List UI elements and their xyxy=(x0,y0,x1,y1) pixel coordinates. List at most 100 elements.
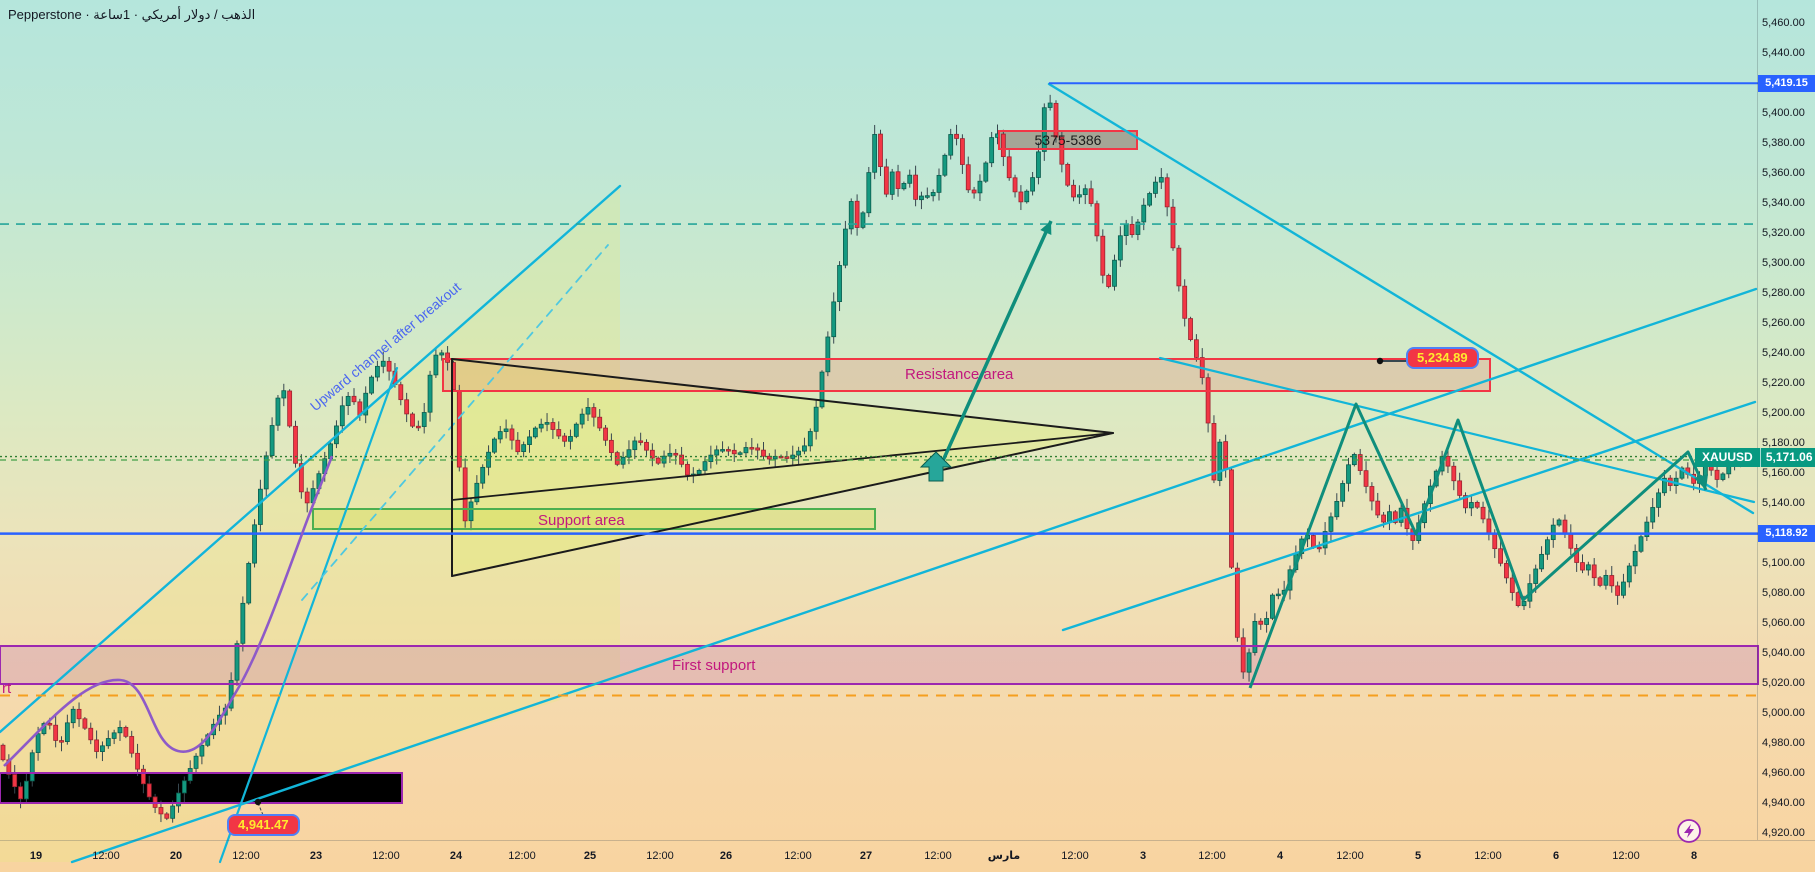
candle-body xyxy=(1275,593,1281,597)
time-tick-label[interactable]: 12:00 xyxy=(1198,850,1226,862)
candle-body xyxy=(1609,575,1615,587)
time-tick-label[interactable]: 12:00 xyxy=(508,850,536,862)
anchor-dot-5234[interactable] xyxy=(1376,357,1384,365)
candle-body xyxy=(714,449,720,456)
symbol-name: XAUUSD xyxy=(1695,448,1761,467)
candle-body xyxy=(860,212,866,228)
time-tick-label[interactable]: 19 xyxy=(30,850,42,862)
triangle-bottom[interactable] xyxy=(451,432,1114,577)
candle-body xyxy=(1515,592,1521,607)
candle-body xyxy=(1316,546,1322,550)
time-tick-label[interactable]: 12:00 xyxy=(1612,850,1640,862)
first-support-label[interactable]: First support xyxy=(672,657,756,674)
candle-body xyxy=(831,301,837,338)
price-tick-label: 5,280.00 xyxy=(1762,287,1805,299)
resistance-area-label[interactable]: Resistance area xyxy=(905,366,1014,383)
lower-support-box-border[interactable] xyxy=(0,772,403,804)
time-tick-label[interactable]: 3 xyxy=(1140,850,1146,862)
price-tick-label: 5,260.00 xyxy=(1762,317,1805,329)
projection-arrow-head xyxy=(1040,221,1052,235)
candle-body xyxy=(1059,136,1065,165)
candle-body xyxy=(1082,188,1088,196)
candle-body xyxy=(12,774,18,788)
channel-mid-dashed[interactable] xyxy=(301,244,609,601)
triangle-top[interactable] xyxy=(451,358,1114,434)
lightning-bolt-icon[interactable] xyxy=(1684,824,1694,838)
candle-body xyxy=(199,744,205,757)
descending-from-top[interactable] xyxy=(1047,82,1755,515)
first-support-band-fill[interactable] xyxy=(0,646,1758,684)
time-tick-label[interactable]: 26 xyxy=(720,850,732,862)
price-tick-label: 4,920.00 xyxy=(1762,827,1805,839)
candle-body xyxy=(755,447,761,451)
candle-body xyxy=(94,739,99,752)
candle-body xyxy=(100,745,105,752)
zigzag-projection-path[interactable] xyxy=(1248,402,1708,689)
zigzag-arrow-head xyxy=(1694,474,1708,490)
candle-body xyxy=(427,374,433,413)
time-tick-label[interactable]: 24 xyxy=(450,850,463,862)
candle-body xyxy=(439,352,445,356)
long-ascending-support[interactable] xyxy=(70,287,1758,864)
candle-body xyxy=(655,457,661,464)
first-support-band-border[interactable] xyxy=(0,645,1759,685)
candle-body xyxy=(936,174,942,193)
time-tick-label[interactable]: 12:00 xyxy=(924,850,952,862)
price-axis-badge-5419: 5,419.15 xyxy=(1758,75,1815,92)
time-tick-label[interactable]: 8 xyxy=(1691,850,1697,862)
time-tick-label[interactable]: 6 xyxy=(1553,850,1559,862)
support-area-label[interactable]: Support area xyxy=(538,512,625,529)
price-tick-label: 5,360.00 xyxy=(1762,167,1805,179)
candle-body xyxy=(796,450,801,456)
time-tick-label[interactable]: 12:00 xyxy=(92,850,120,862)
purple-curve-drawing[interactable] xyxy=(3,455,334,767)
anchor-dot-4941[interactable] xyxy=(254,798,262,806)
descending-lower-high[interactable] xyxy=(1158,356,1756,504)
price-callout-5234[interactable]: 5,234.89 xyxy=(1406,347,1479,369)
projection-arrow-shaft[interactable] xyxy=(939,220,1053,466)
channel-fill[interactable] xyxy=(0,188,620,862)
price-tick-label: 5,300.00 xyxy=(1762,257,1805,269)
up-arrow-marker-icon[interactable] xyxy=(919,451,953,482)
candle-body xyxy=(1077,194,1082,198)
time-tick-label[interactable]: 25 xyxy=(584,850,596,862)
time-tick-label[interactable]: 12:00 xyxy=(372,850,400,862)
candle-body xyxy=(702,461,708,471)
time-tick-label[interactable]: 20 xyxy=(170,850,182,862)
candle-body xyxy=(603,427,608,441)
candle-body xyxy=(59,740,64,743)
range-box-label[interactable]: 5375-5386 xyxy=(1034,132,1102,148)
range-box-fill[interactable] xyxy=(999,131,1137,149)
lower-support-box-fill[interactable] xyxy=(0,773,402,803)
channel-upper[interactable] xyxy=(0,184,622,734)
price-tick-label: 5,440.00 xyxy=(1762,47,1805,59)
range-box-border[interactable] xyxy=(998,130,1138,150)
time-tick-label[interactable]: 12:00 xyxy=(1336,850,1364,862)
time-tick-label[interactable]: 5 xyxy=(1415,850,1421,862)
time-tick-label[interactable]: 12:00 xyxy=(232,850,260,862)
candle-body xyxy=(731,449,737,455)
candle-body xyxy=(53,724,59,741)
resistance-area-border[interactable] xyxy=(442,358,1491,392)
candle-body xyxy=(1498,548,1503,564)
time-tick-label[interactable]: 12:00 xyxy=(646,850,674,862)
time-tick-label[interactable]: 12:00 xyxy=(1474,850,1502,862)
triangle-inner[interactable] xyxy=(451,432,1114,501)
resistance-area-fill[interactable] xyxy=(443,359,1490,391)
time-tick-label[interactable]: 27 xyxy=(860,850,872,862)
candle-body xyxy=(556,429,562,437)
time-tick-label[interactable]: مارس xyxy=(988,850,1020,862)
candle-body xyxy=(1545,539,1550,555)
time-tick-label[interactable]: 4 xyxy=(1277,850,1284,862)
support-area-border[interactable] xyxy=(312,508,876,530)
time-tick-label[interactable]: 12:00 xyxy=(1061,850,1089,862)
candle-body xyxy=(1240,637,1246,673)
price-callout-4941[interactable]: 4,941.47 xyxy=(227,814,300,836)
candle-body xyxy=(866,172,872,214)
time-tick-label[interactable]: 12:00 xyxy=(784,850,812,862)
channel-right[interactable] xyxy=(218,366,399,864)
candle-body xyxy=(480,466,486,484)
triangle-fill[interactable] xyxy=(452,360,1113,575)
time-tick-label[interactable]: 23 xyxy=(310,850,322,862)
